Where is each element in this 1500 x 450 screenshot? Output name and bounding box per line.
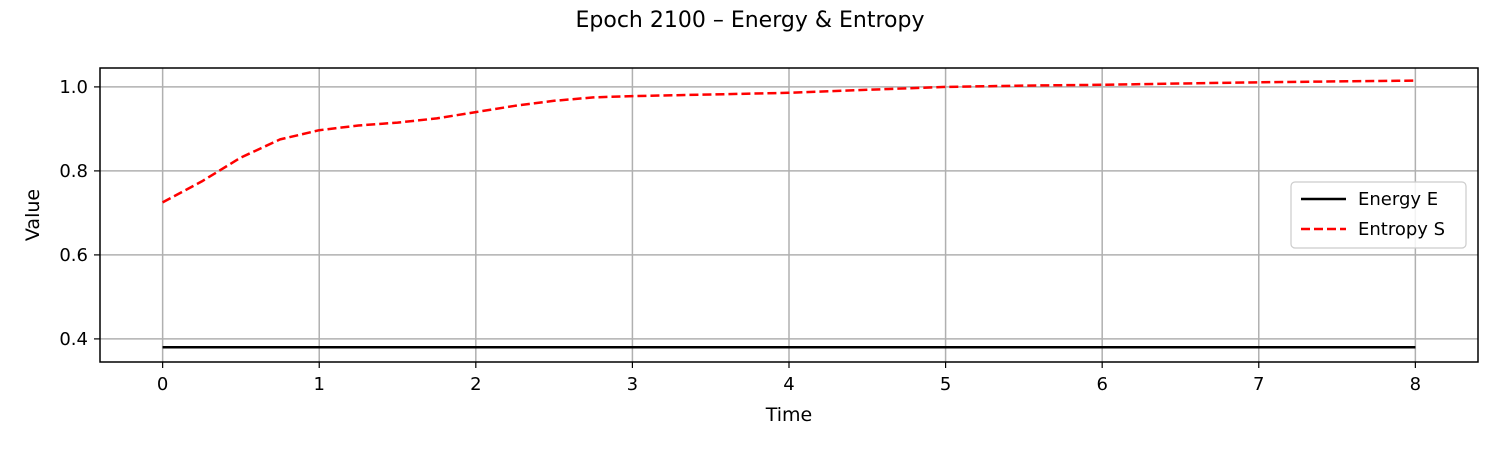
x-tick-label: 3: [627, 374, 638, 395]
y-tick-label: 0.8: [59, 161, 88, 182]
x-tick-label: 8: [1410, 374, 1421, 395]
y-tick-label: 0.6: [59, 245, 88, 266]
legend-label: Energy E: [1358, 189, 1438, 210]
x-tick-label: 7: [1253, 374, 1264, 395]
chart-title: Epoch 2100 – Energy & Entropy: [576, 8, 925, 33]
x-axis-label: Time: [765, 404, 813, 426]
grid: [100, 68, 1478, 362]
y-axis-ticks: 0.4 0.6 0.8 1.0: [59, 77, 100, 350]
x-tick-label: 1: [314, 374, 325, 395]
series-line-entropy-s: [162, 79, 1416, 204]
legend-label: Entropy S: [1358, 219, 1445, 240]
y-axis-label: Value: [22, 189, 44, 241]
x-axis-ticks: 0 1 2 3 4 5 6 7 8: [157, 362, 1421, 395]
x-tick-label: 5: [940, 374, 951, 395]
y-tick-label: 1.0: [59, 77, 88, 98]
x-tick-label: 0: [157, 374, 168, 395]
x-tick-label: 2: [470, 374, 481, 395]
x-tick-label: 6: [1096, 374, 1107, 395]
y-tick-label: 0.4: [59, 329, 88, 350]
series-layer: [162, 79, 1416, 349]
x-tick-label: 4: [783, 374, 794, 395]
legend: Energy E Entropy S: [1290, 181, 1467, 249]
